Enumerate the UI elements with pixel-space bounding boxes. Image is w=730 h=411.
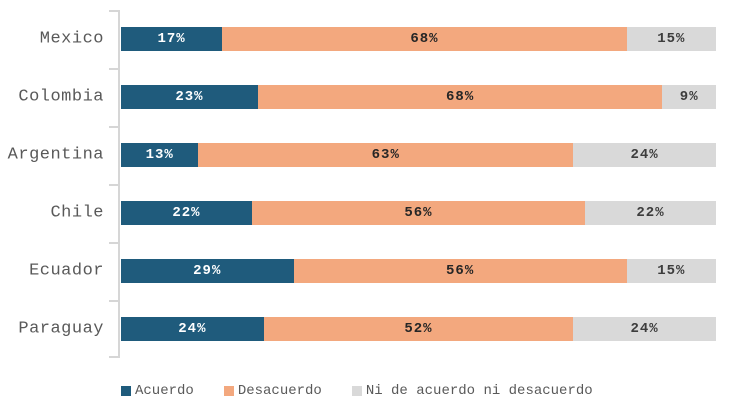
category-label: Ecuador [29,261,104,281]
legend-item: Desacuerdo [223,383,322,399]
value-label: 22% [172,205,201,221]
chart-row: Chile 22% 56% 22% [0,184,730,242]
y-axis-tick [109,10,118,12]
bar-segment: 13% [121,143,199,167]
y-axis-tick [109,184,118,186]
category-label: Paraguay [18,319,104,339]
category-label: Argentina [7,145,104,165]
bar-segment: 9% [662,85,716,109]
value-label: 22% [636,205,665,221]
bar-segment: 56% [293,259,627,283]
value-label: 15% [657,31,686,47]
value-label: 17% [157,31,186,47]
bar-segment: 68% [222,27,627,51]
value-label: 63% [371,147,400,163]
stacked-bar: 24% 52% 24% [121,317,716,341]
bar-segment: 24% [573,317,716,341]
value-label: 56% [446,263,475,279]
value-label: 24% [630,321,659,337]
value-label: 13% [145,147,174,163]
bar-segment: 24% [573,143,716,167]
stacked-bar: 23% 68% 9% [121,85,716,109]
bar-segment: 15% [626,259,716,283]
value-label: 68% [410,31,439,47]
bar-segment: 23% [121,85,258,109]
legend-swatch-icon [121,386,131,396]
y-axis-line [118,10,120,358]
legend: Acuerdo Desacuerdo Ni de acuerdo ni desacu… [121,383,593,399]
value-label: 52% [404,321,433,337]
y-axis-tick [109,126,118,128]
bar-segment: 22% [585,201,716,225]
value-label: 29% [193,263,222,279]
y-axis-tick [109,356,118,358]
bar-segment: 63% [198,143,574,167]
stacked-bar: 29% 56% 15% [121,259,716,283]
value-label: 15% [657,263,686,279]
bar-segment: 52% [263,317,574,341]
legend-swatch-icon [223,386,234,396]
plot-area: Mexico 17% 68% 15% Colombia 23% 68% 9% Argentina… [0,10,730,358]
bar-segment: 22% [121,201,252,225]
value-label: 23% [175,89,204,105]
y-axis-tick [109,242,118,244]
value-label: 24% [178,321,207,337]
y-axis-tick [109,68,118,70]
value-label: 68% [446,89,475,105]
chart-row: Paraguay 24% 52% 24% [0,300,730,358]
legend-label: Desacuerdo [237,383,322,399]
value-label: 24% [630,147,659,163]
bar-segment: 15% [626,27,716,51]
stacked-bar: 17% 68% 15% [121,27,716,51]
bar-segment: 29% [121,259,294,283]
legend-label: Ni de acuerdo ni desacuerdo [365,383,593,399]
chart-row: Argentina 13% 63% 24% [0,126,730,184]
y-axis-tick [109,300,118,302]
stacked-bar: 13% 63% 24% [121,143,716,167]
stacked-bar: 22% 56% 22% [121,201,716,225]
bar-segment: 17% [121,27,223,51]
legend-label: Acuerdo [135,383,194,399]
bar-segment: 56% [251,201,586,225]
legend-item: Acuerdo [121,383,194,399]
category-label: Chile [50,203,104,223]
category-label: Mexico [39,29,104,49]
chart-row: Mexico 17% 68% 15% [0,10,730,68]
legend-swatch-icon [351,386,362,396]
value-label: 56% [404,205,433,221]
chart-row: Ecuador 29% 56% 15% [0,242,730,300]
value-label: 9% [679,89,699,105]
bar-segment: 68% [257,85,663,109]
bar-segment: 24% [121,317,264,341]
category-label: Colombia [18,87,104,107]
legend-item: Ni de acuerdo ni desacuerdo [351,383,593,399]
chart-row: Colombia 23% 68% 9% [0,68,730,126]
